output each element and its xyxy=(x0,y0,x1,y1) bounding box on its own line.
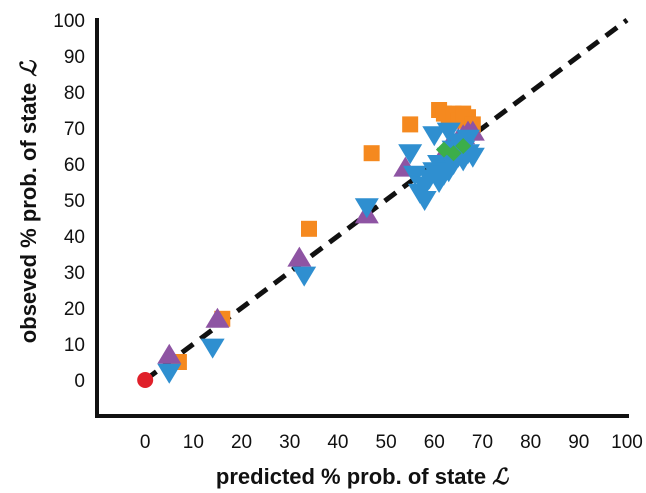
y-tick-label: 30 xyxy=(64,263,85,284)
x-tick-label: 90 xyxy=(568,432,589,453)
point-triangle-down xyxy=(292,266,317,287)
x-tick-label: 70 xyxy=(472,432,493,453)
y-tick-label: 90 xyxy=(64,47,85,68)
axes xyxy=(95,18,629,418)
point-triangle-down xyxy=(436,122,461,143)
point-diamond xyxy=(455,138,472,154)
x-tick-label: 100 xyxy=(611,432,643,453)
point-triangle-up xyxy=(157,343,182,364)
y-tick-label: 40 xyxy=(64,227,85,248)
x-tick-label: 20 xyxy=(231,432,252,453)
point-triangle-up xyxy=(205,307,230,328)
series-triangle-down xyxy=(157,122,485,384)
x-tick-label: 0 xyxy=(140,432,151,453)
point-square xyxy=(363,145,380,162)
y-tick-label: 80 xyxy=(64,83,85,104)
y-tick-label: 70 xyxy=(64,119,85,140)
point-triangle-down xyxy=(460,147,485,168)
y-tick-label: 10 xyxy=(64,335,85,356)
point-triangle-up xyxy=(287,246,312,267)
point-triangle-down xyxy=(398,144,423,165)
point-triangle-down xyxy=(354,198,379,219)
y-tick-label: 0 xyxy=(74,371,85,392)
tick-labels: 0 10 20 30 40 50 60 70 80 90 100 0 10 20 30 40 50 60 70 80 9… xyxy=(53,11,643,453)
y-axis-title: obseved % prob. of state ℒ xyxy=(16,60,42,344)
y-axis-title-text: obseved % prob. of state xyxy=(16,83,41,343)
y-axis-state-symbol: ℒ xyxy=(16,60,42,77)
y-tick-label: 60 xyxy=(64,155,85,176)
x-axis-state-symbol: ℒ xyxy=(492,464,509,490)
x-axis-title-text: predicted % prob. of state xyxy=(216,464,486,489)
x-axis-title: predicted % prob. of state ℒ xyxy=(216,464,509,490)
point-triangle-down xyxy=(412,191,437,211)
y-tick-label: 20 xyxy=(64,299,85,320)
data-points xyxy=(137,102,485,388)
series-circle xyxy=(137,372,154,388)
x-tick-label: 30 xyxy=(279,432,300,453)
point-triangle-down xyxy=(200,338,225,359)
y-tick-label: 50 xyxy=(64,191,85,212)
point-triangle-down xyxy=(422,126,447,147)
point-triangle-down xyxy=(157,363,182,384)
x-tick-label: 40 xyxy=(327,432,348,453)
y-tick-label: 100 xyxy=(53,11,85,32)
point-square xyxy=(301,220,317,237)
point-diamond xyxy=(445,145,462,162)
x-tick-label: 10 xyxy=(183,432,204,453)
series-diamond xyxy=(435,138,472,162)
point-triangle-down xyxy=(456,129,480,150)
x-tick-label: 60 xyxy=(424,432,445,453)
point-square xyxy=(402,116,419,133)
x-tick-label: 80 xyxy=(520,432,541,453)
point-circle xyxy=(137,372,154,388)
x-tick-label: 50 xyxy=(376,432,397,453)
